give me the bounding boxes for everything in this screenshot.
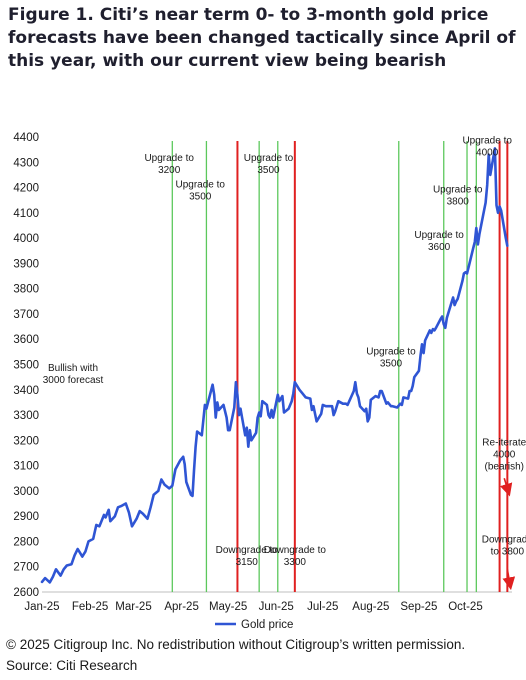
y-tick-label: 4400 <box>13 132 39 144</box>
forecast-change-lines <box>171 141 509 592</box>
annotation-label: Re-iterate 4000 (bearish) <box>482 437 526 472</box>
y-tick-label: 2800 <box>13 536 39 548</box>
y-tick-label: 4300 <box>13 157 39 169</box>
x-tick-label: Feb-25 <box>72 601 108 613</box>
y-axis: 2600 2700 2800 2900 3000 3100 3200 3300 3400 3500… <box>13 132 39 599</box>
y-tick-label: 2700 <box>13 562 39 574</box>
y-tick-label: 2600 <box>13 587 39 599</box>
y-tick-label: 2900 <box>13 511 39 523</box>
x-axis: Jan-25 Feb-25 Mar-25 Apr-25 May-25 Jun-25 Jul-… <box>24 591 512 613</box>
y-tick-label: 4100 <box>13 208 39 220</box>
annotation-label: Upgrade to 3800 <box>433 185 483 208</box>
x-tick-label: Oct-25 <box>448 601 483 613</box>
y-tick-label: 4200 <box>13 183 39 195</box>
annotation-label: Downgrade to 3150 <box>216 545 279 568</box>
annotation-label: Upgrade to 3500 <box>366 346 416 369</box>
legend-label-gold-price: Gold price <box>241 619 293 631</box>
annotation-arrow <box>499 478 513 497</box>
annotation-arrow <box>502 569 516 591</box>
x-tick-label: Aug-25 <box>352 601 389 613</box>
y-tick-label: 3900 <box>13 258 39 270</box>
y-tick-label: 3200 <box>13 435 39 447</box>
annotation-label: Bullish with 3000 forecast <box>43 363 104 386</box>
annotations: Bullish with 3000 forecast Upgrade to 3200 U… <box>43 135 526 568</box>
gold-price-series-line <box>40 147 509 584</box>
y-tick-label: 3700 <box>13 309 39 321</box>
annotation-label: Upgrade to 3600 <box>414 230 464 253</box>
y-tick-label: 3500 <box>13 360 39 372</box>
source-note: Source: Citi Research <box>6 658 138 673</box>
x-tick-label: Apr-25 <box>164 601 199 613</box>
y-tick-label: 4000 <box>13 233 39 245</box>
y-tick-label: 3800 <box>13 284 39 296</box>
annotation-label: Upgrade to 4000 <box>462 135 512 158</box>
x-tick-label: Mar-25 <box>115 601 151 613</box>
y-tick-label: 3600 <box>13 334 39 346</box>
annotation-label: Upgrade to 3200 <box>144 153 194 176</box>
annotation-arrows <box>499 478 516 591</box>
annotation-label: Downgrade to 3300 <box>264 545 327 568</box>
figure-title: Figure 1. Citi’s near term 0- to 3-month… <box>8 5 516 71</box>
x-tick-label: Sep-25 <box>400 601 437 613</box>
y-tick-label: 3400 <box>13 385 39 397</box>
copyright-notice: © 2025 Citigroup Inc. No redistribution … <box>6 637 466 652</box>
legend: Gold price <box>215 619 293 631</box>
annotation-label: Upgrade to 3500 <box>175 180 225 203</box>
x-tick-label: Jul-25 <box>307 601 338 613</box>
annotation-label: Upgrade to 3500 <box>244 153 294 176</box>
y-tick-label: 3300 <box>13 410 39 422</box>
x-tick-label: May-25 <box>209 601 247 613</box>
x-tick-label: Jun-25 <box>259 601 294 613</box>
series-layer <box>40 147 509 584</box>
y-tick-label: 3100 <box>13 461 39 473</box>
y-tick-label: 3000 <box>13 486 39 498</box>
x-tick-label: Jan-25 <box>24 601 59 613</box>
